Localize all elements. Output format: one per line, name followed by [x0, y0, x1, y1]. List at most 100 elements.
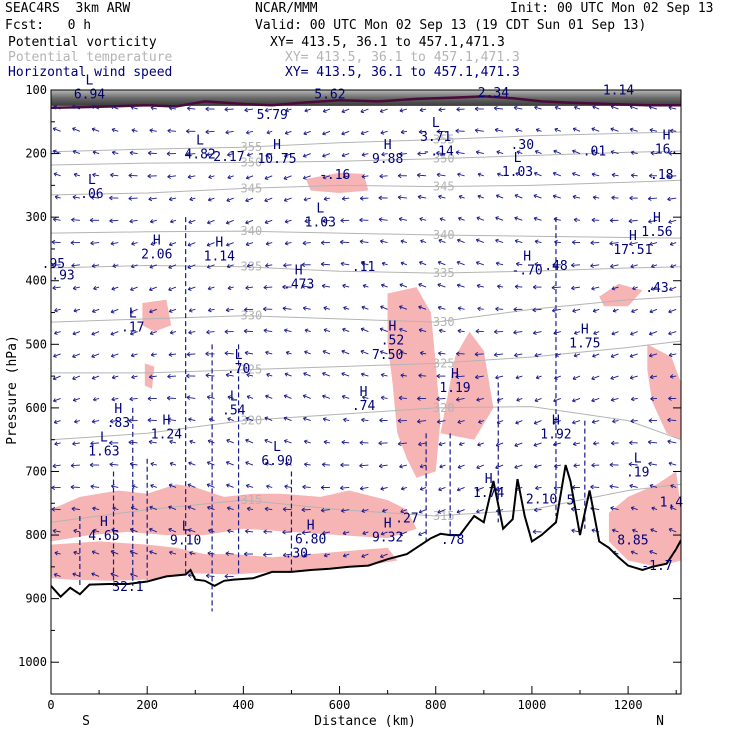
wind-arrowhead-523	[534, 149, 539, 155]
wind-arrow-7	[51, 241, 61, 244]
wind-arrow-531	[533, 331, 542, 334]
wind-arrowhead-220	[245, 130, 250, 135]
wind-arrowhead-292	[304, 328, 309, 333]
wind-arrow-317	[323, 418, 331, 422]
extremum-value-27: .95	[42, 257, 65, 272]
wind-arrowhead-151	[168, 527, 172, 532]
wind-arrow-74	[112, 264, 119, 267]
wind-arrowhead-430	[436, 172, 441, 178]
wind-arrowhead-170	[187, 483, 192, 488]
wind-arrow-6	[53, 218, 61, 221]
wind-arrowhead-504	[515, 127, 519, 133]
extremum-value-5: 5.79	[257, 108, 288, 123]
wind-arrowhead-333	[343, 306, 347, 311]
wind-arrow-505	[516, 151, 523, 155]
wind-arrowhead-454	[456, 283, 461, 288]
wind-arrow-536	[533, 442, 542, 447]
wind-arrowhead-358	[361, 395, 366, 400]
wind-arrowhead-250	[263, 328, 268, 334]
wind-arrowhead-237	[246, 506, 251, 512]
extremum-letter-52: H	[307, 518, 315, 533]
wind-arrow-405	[400, 509, 408, 513]
wind-arrowhead-500	[495, 465, 499, 470]
wind-arrowhead-588	[592, 308, 597, 313]
wind-arrowhead-658	[649, 483, 654, 489]
wind-arrow-129	[149, 506, 157, 511]
wind-arrowhead-465	[474, 106, 479, 112]
pv-fill-region-2	[51, 541, 398, 581]
wind-arrowhead-264	[283, 175, 288, 180]
wind-arrowhead-182	[206, 264, 211, 269]
wind-arrow-389	[399, 153, 407, 155]
wind-arrowhead-400	[398, 395, 403, 401]
wind-arrow-431	[438, 195, 446, 199]
wind-arrow-313	[323, 329, 331, 333]
wind-arrowhead-92	[128, 173, 133, 178]
wind-arrowhead-372	[379, 239, 384, 244]
extremum-letter-33: H	[389, 319, 397, 334]
wind-arrowhead-649	[650, 286, 655, 291]
wind-arrow-532	[534, 353, 542, 357]
wind-arrow-334	[342, 328, 350, 333]
wind-arrowhead-457	[456, 351, 460, 357]
wind-arrowhead-456	[457, 328, 462, 334]
wind-arrow-633	[631, 397, 638, 400]
wind-arrowhead-320	[320, 485, 325, 490]
wind-arrow-178	[208, 175, 215, 178]
wind-arrow-117	[150, 242, 157, 245]
wind-arrow-563	[572, 195, 581, 199]
wind-arrowhead-412	[419, 217, 424, 222]
wind-arrow-80	[111, 397, 119, 401]
wind-arrow-264	[283, 175, 292, 180]
x-tick-label-1200: 1200	[614, 698, 643, 712]
wind-arrowhead-39	[70, 463, 75, 468]
wind-arrowhead-463	[456, 487, 461, 492]
y-tick-label-400: 400	[25, 274, 47, 288]
wind-arrowhead-672	[668, 331, 672, 336]
wind-arrow-100	[131, 353, 138, 357]
wind-arrowhead-239	[243, 551, 248, 557]
wind-arrow-101	[131, 375, 138, 378]
extremum-letter-20: H	[153, 233, 161, 248]
wind-arrow-234	[245, 439, 254, 444]
wind-arrow-182	[207, 264, 215, 268]
wind-arrowhead-241	[266, 130, 271, 135]
extremum-letter-41: L	[100, 431, 108, 446]
wind-arrow-583	[593, 196, 600, 199]
extremum-value-45: 1.4	[660, 495, 684, 510]
wind-arrowhead-172	[188, 528, 192, 533]
valid-time: Valid: 00 UTC Mon 02 Sep 13 (19 CDT Sun …	[255, 18, 647, 33]
wind-arrowhead-29	[70, 240, 75, 246]
wind-arrowhead-227	[245, 285, 250, 291]
extremum-value-36: 1.19	[439, 381, 470, 396]
wind-arrowhead-211	[227, 417, 231, 422]
wind-arrow-301	[302, 531, 311, 534]
wind-arrowhead-485	[494, 127, 499, 133]
wind-arrowhead-403	[399, 464, 403, 469]
wind-arrowhead-302	[303, 552, 307, 558]
wind-arrow-285	[303, 175, 311, 179]
wind-arrowhead-341	[340, 485, 344, 491]
wind-arrowhead-236	[245, 483, 250, 489]
wind-arrowhead-350	[359, 217, 363, 223]
extremum-value-42: 6.90	[261, 454, 292, 469]
wind-arrow-196	[206, 575, 215, 577]
wind-arrow-297	[304, 440, 311, 444]
extremum-letter-15: H	[663, 129, 671, 144]
wind-arrow-507	[514, 194, 523, 199]
wind-arrow-631	[629, 353, 638, 358]
wind-arrowhead-353	[362, 283, 367, 289]
wind-arrowhead-88	[110, 572, 115, 577]
wind-arrow-543	[553, 150, 561, 155]
wind-arrow-579	[592, 105, 600, 110]
wind-arrow-605	[609, 242, 619, 245]
wind-arrow-14	[53, 397, 61, 402]
wind-arrowhead-647	[649, 241, 654, 247]
wind-arrow-499	[495, 442, 504, 447]
wind-arrow-95	[131, 242, 138, 245]
wind-arrowhead-614	[610, 440, 615, 446]
wind-arrowhead-332	[342, 283, 346, 289]
wind-arrow-472	[476, 261, 484, 266]
extremum-value-57: -1.7	[641, 559, 672, 574]
wind-arrowhead-62	[90, 484, 95, 489]
